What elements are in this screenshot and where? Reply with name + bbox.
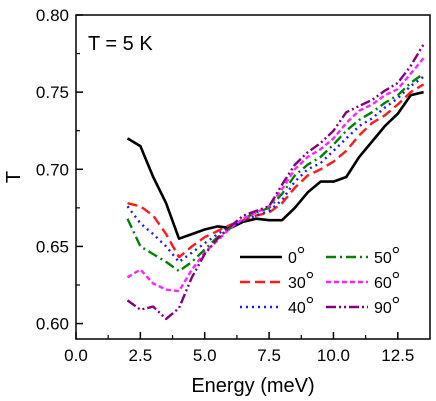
series-line-40 [126,75,425,264]
legend-label-60: 60 [374,275,392,292]
degree-symbol [297,246,305,254]
tick-labels-layer: 0.0 2.5 5.0 7.5 10.0 12.5 0.60 0.65 0.70 0.75 0.80 [36,6,414,365]
plot-frame [75,14,431,340]
ticks-layer [75,14,399,339]
x-tick-label: 7.5 [257,346,281,365]
y-axis-title: T [3,171,25,183]
series-line-60 [126,57,425,293]
series-line-90 [126,43,425,321]
x-tick-label: 12.5 [381,346,414,365]
y-tick-label: 0.65 [36,237,69,256]
legend-label-90: 90 [374,300,392,317]
legend-label-40: 40 [288,300,306,317]
y-tick-label: 0.70 [36,160,69,179]
x-tick-label: 2.5 [129,346,153,365]
legend-label-50: 50 [374,250,392,267]
y-tick-label: 0.75 [36,83,69,102]
degree-symbol [392,246,400,254]
legend-label-0: 0 [288,250,297,267]
degree-symbol [392,296,400,304]
x-tick-label: 5.0 [193,346,217,365]
series-line-30 [127,83,425,259]
legend-label-30: 30 [288,275,306,292]
series-line-0 [126,90,424,240]
annotation-text: T = 5 K [88,33,153,55]
x-tick-label: 10.0 [317,346,350,365]
y-tick-label: 0.80 [36,6,69,25]
degree-symbol [392,271,400,279]
series-layer [126,43,425,321]
x-axis-title: Energy (meV) [191,375,314,397]
y-tick-label: 0.60 [36,315,69,334]
degree-symbol [306,271,314,279]
legend: 0 30 40 50 60 90 [240,246,400,317]
degree-symbol [306,296,314,304]
x-tick-label: 0.0 [64,346,88,365]
